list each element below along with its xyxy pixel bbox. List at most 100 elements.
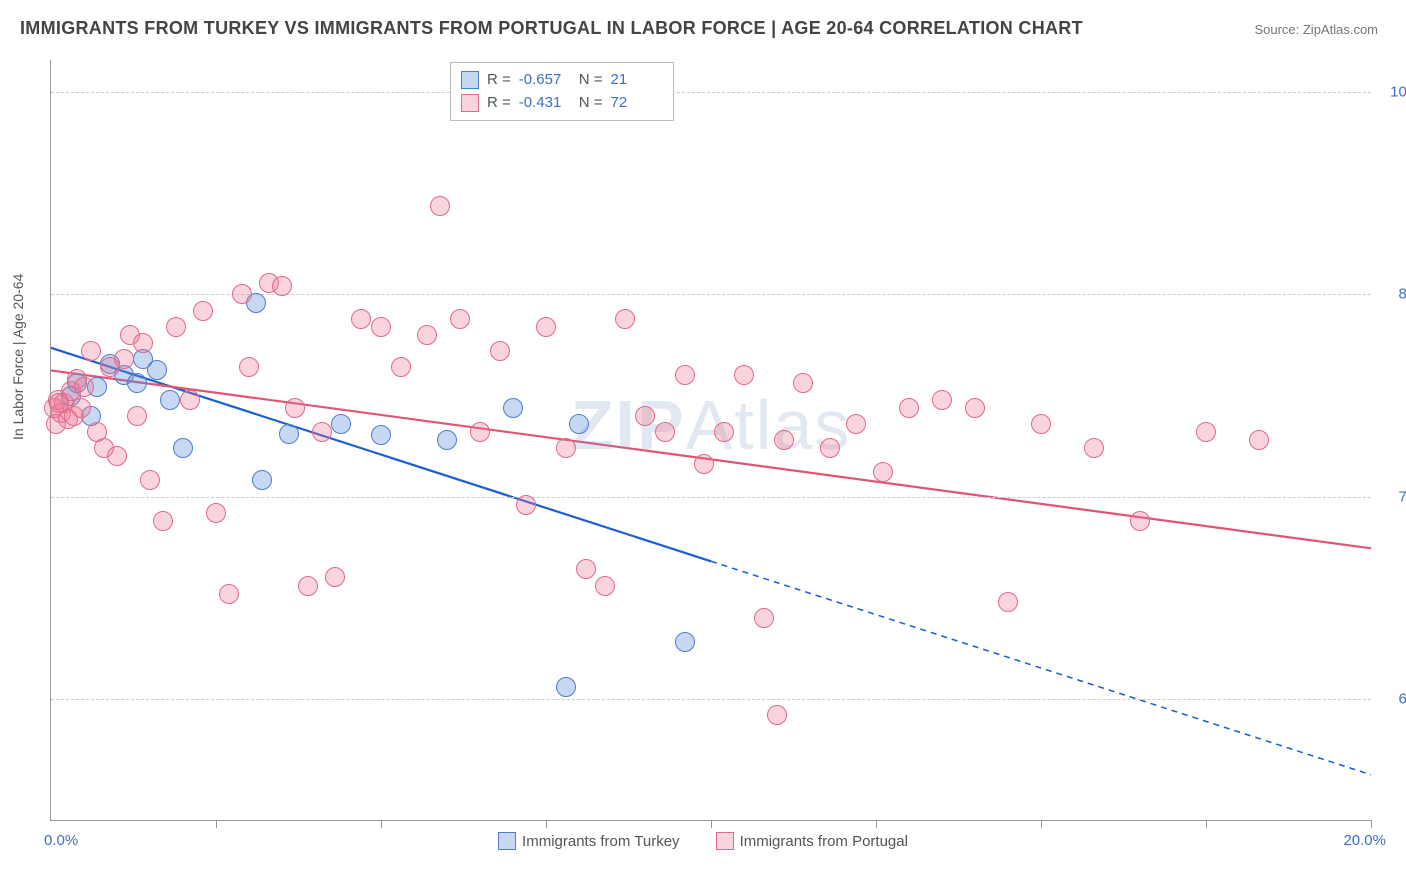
data-point-portugal bbox=[81, 341, 101, 361]
data-point-portugal bbox=[1031, 414, 1051, 434]
r-value: -0.657 bbox=[519, 69, 571, 92]
data-point-portugal bbox=[734, 365, 754, 385]
data-point-turkey bbox=[437, 430, 457, 450]
data-point-portugal bbox=[371, 317, 391, 337]
data-point-portugal bbox=[536, 317, 556, 337]
swatch-portugal bbox=[461, 94, 479, 112]
data-point-portugal bbox=[793, 373, 813, 393]
data-point-portugal bbox=[767, 705, 787, 725]
n-label: N = bbox=[579, 69, 603, 92]
data-point-portugal bbox=[998, 592, 1018, 612]
x-tick-mark bbox=[711, 820, 712, 828]
data-point-portugal bbox=[576, 559, 596, 579]
n-value: 21 bbox=[611, 69, 663, 92]
data-point-portugal bbox=[774, 430, 794, 450]
data-point-portugal bbox=[180, 390, 200, 410]
r-value: -0.431 bbox=[519, 92, 571, 115]
data-point-portugal bbox=[595, 576, 615, 596]
r-label: R = bbox=[487, 69, 511, 92]
legend-item-portugal: Immigrants from Portugal bbox=[716, 832, 908, 850]
trendline-turkey bbox=[51, 348, 711, 561]
data-point-portugal bbox=[754, 608, 774, 628]
scatter-plot: ZIPAtlas 62.5%75.0%87.5%100.0% bbox=[50, 60, 1371, 821]
data-point-portugal bbox=[1084, 438, 1104, 458]
legend-swatch-portugal bbox=[716, 832, 734, 850]
r-label: R = bbox=[487, 92, 511, 115]
data-point-portugal bbox=[74, 377, 94, 397]
data-point-portugal bbox=[873, 462, 893, 482]
data-point-portugal bbox=[417, 325, 437, 345]
data-point-portugal bbox=[615, 309, 635, 329]
data-point-portugal bbox=[556, 438, 576, 458]
data-point-turkey bbox=[127, 373, 147, 393]
data-point-portugal bbox=[127, 406, 147, 426]
legend-label: Immigrants from Portugal bbox=[740, 833, 908, 850]
data-point-portugal bbox=[391, 357, 411, 377]
stats-row-turkey: R = -0.657 N = 21 bbox=[461, 69, 663, 92]
n-value: 72 bbox=[611, 92, 663, 115]
data-point-portugal bbox=[430, 196, 450, 216]
data-point-portugal bbox=[107, 446, 127, 466]
data-point-portugal bbox=[285, 398, 305, 418]
gridline-h bbox=[51, 699, 1371, 700]
swatch-turkey bbox=[461, 71, 479, 89]
x-tick-mark bbox=[546, 820, 547, 828]
data-point-portugal bbox=[714, 422, 734, 442]
y-tick-label: 87.5% bbox=[1381, 286, 1406, 303]
data-point-portugal bbox=[325, 567, 345, 587]
data-point-portugal bbox=[114, 349, 134, 369]
y-axis-title: In Labor Force | Age 20-64 bbox=[10, 274, 26, 440]
legend-swatch-turkey bbox=[498, 832, 516, 850]
n-label: N = bbox=[579, 92, 603, 115]
data-point-turkey bbox=[675, 632, 695, 652]
legend-label: Immigrants from Turkey bbox=[522, 833, 680, 850]
data-point-turkey bbox=[331, 414, 351, 434]
y-tick-label: 75.0% bbox=[1381, 488, 1406, 505]
data-point-portugal bbox=[206, 503, 226, 523]
data-point-portugal bbox=[140, 470, 160, 490]
data-point-portugal bbox=[166, 317, 186, 337]
data-point-portugal bbox=[1196, 422, 1216, 442]
x-tick-mark bbox=[1371, 820, 1372, 828]
data-point-portugal bbox=[932, 390, 952, 410]
data-point-turkey bbox=[279, 424, 299, 444]
y-tick-label: 100.0% bbox=[1381, 84, 1406, 101]
source-label: Source: ZipAtlas.com bbox=[1254, 22, 1378, 37]
data-point-portugal bbox=[1130, 511, 1150, 531]
x-tick-mark bbox=[216, 820, 217, 828]
data-point-portugal bbox=[470, 422, 490, 442]
data-point-turkey bbox=[569, 414, 589, 434]
data-point-portugal bbox=[272, 276, 292, 296]
x-tick-mark bbox=[1206, 820, 1207, 828]
data-point-portugal bbox=[298, 576, 318, 596]
data-point-portugal bbox=[49, 393, 69, 413]
trend-lines-layer bbox=[51, 60, 1371, 820]
data-point-portugal bbox=[1249, 430, 1269, 450]
data-point-portugal bbox=[516, 495, 536, 515]
data-point-portugal bbox=[635, 406, 655, 426]
data-point-portugal bbox=[46, 414, 66, 434]
gridline-h bbox=[51, 497, 1371, 498]
data-point-portugal bbox=[133, 333, 153, 353]
data-point-portugal bbox=[675, 365, 695, 385]
data-point-portugal bbox=[71, 398, 91, 418]
x-tick-mark bbox=[381, 820, 382, 828]
stats-row-portugal: R = -0.431 N = 72 bbox=[461, 92, 663, 115]
data-point-portugal bbox=[239, 357, 259, 377]
chart-title: IMMIGRANTS FROM TURKEY VS IMMIGRANTS FRO… bbox=[20, 18, 1083, 39]
data-point-portugal bbox=[846, 414, 866, 434]
data-point-turkey bbox=[556, 677, 576, 697]
data-point-portugal bbox=[694, 454, 714, 474]
data-point-portugal bbox=[899, 398, 919, 418]
data-point-portugal bbox=[193, 301, 213, 321]
data-point-turkey bbox=[371, 425, 391, 445]
data-point-portugal bbox=[153, 511, 173, 531]
stats-legend-box: R = -0.657 N = 21 R = -0.431 N = 72 bbox=[450, 62, 674, 121]
data-point-portugal bbox=[219, 584, 239, 604]
data-point-portugal bbox=[351, 309, 371, 329]
data-point-portugal bbox=[450, 309, 470, 329]
data-point-portugal bbox=[312, 422, 332, 442]
y-tick-label: 62.5% bbox=[1381, 690, 1406, 707]
x-tick-mark bbox=[1041, 820, 1042, 828]
gridline-h bbox=[51, 92, 1371, 93]
